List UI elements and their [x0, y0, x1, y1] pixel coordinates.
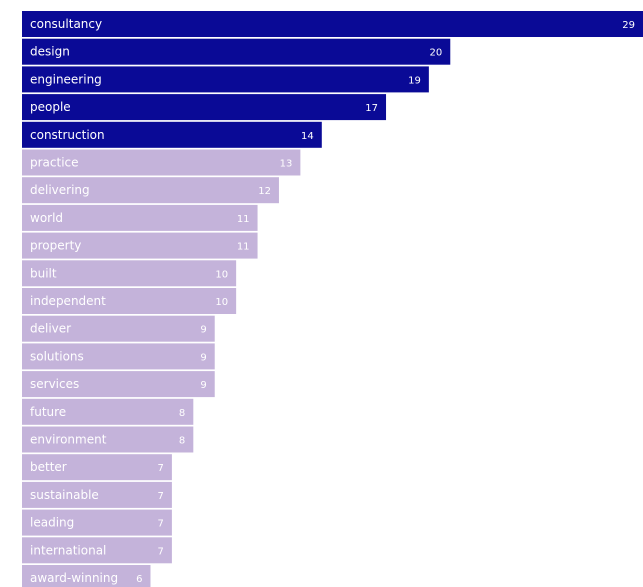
bar-group: sustainable 7 — [22, 481, 172, 508]
bar — [22, 454, 172, 481]
bar-value-label: 14 — [301, 131, 314, 142]
bar-category-label: built — [30, 266, 57, 280]
bar-value-label: 7 — [158, 519, 164, 530]
bar-value-label: 8 — [179, 436, 185, 447]
bar-category-label: world — [30, 211, 63, 225]
bar-value-label: 19 — [408, 75, 421, 86]
bar — [22, 121, 322, 148]
bar — [22, 177, 279, 204]
bar-category-label: consultancy — [30, 17, 102, 31]
bar-group: built 10 — [22, 260, 237, 287]
bar-category-label: delivering — [30, 183, 90, 197]
bar-group: consultancy 29 — [22, 11, 643, 37]
bar-group: services 9 — [22, 371, 215, 398]
bar-group: construction 14 — [22, 121, 322, 148]
bar — [22, 204, 258, 231]
bar — [22, 232, 258, 259]
bar — [22, 288, 237, 314]
bar-group: practice 13 — [22, 149, 301, 176]
bar-group: delivering 12 — [22, 177, 279, 204]
bar-category-label: leading — [30, 516, 74, 530]
bar-value-label: 12 — [258, 186, 271, 197]
bar-category-label: design — [30, 45, 70, 59]
bar — [22, 371, 215, 398]
bar-value-label: 7 — [158, 463, 164, 474]
bar-category-label: practice — [30, 156, 79, 170]
bar-value-label: 10 — [215, 269, 228, 280]
bar-group: award-winning 6 — [22, 565, 151, 587]
bar-group: world 11 — [22, 204, 258, 231]
bar-value-label: 9 — [200, 380, 206, 391]
bar-value-label: 20 — [430, 48, 443, 59]
bar-value-label: 9 — [200, 352, 206, 363]
bar — [22, 11, 643, 37]
bar-value-label: 10 — [215, 297, 228, 308]
bar — [22, 537, 172, 564]
bar-value-label: 13 — [280, 159, 293, 170]
bar-category-label: sustainable — [30, 488, 99, 502]
bar-value-label: 7 — [158, 546, 164, 557]
bar — [22, 315, 215, 342]
bar-group: leading 7 — [22, 509, 172, 536]
bar-category-label: international — [30, 543, 106, 557]
bar-category-label: engineering — [30, 72, 102, 86]
bar-category-label: award-winning — [30, 571, 118, 585]
bar — [22, 94, 387, 121]
bar — [22, 509, 172, 536]
bar-category-label: independent — [30, 294, 106, 308]
bar-value-label: 17 — [365, 103, 378, 114]
bar-group: engineering 19 — [22, 66, 429, 93]
bar-group: independent 10 — [22, 288, 237, 314]
bar-value-label: 6 — [136, 574, 142, 585]
bar-value-label: 7 — [158, 491, 164, 502]
bar-category-label: deliver — [30, 322, 71, 336]
bar-category-label: environment — [30, 433, 107, 447]
bar — [22, 38, 451, 65]
bar-category-label: property — [30, 239, 81, 253]
bar-category-label: people — [30, 100, 71, 114]
bar-group: future 8 — [22, 398, 194, 425]
bar-group: property 11 — [22, 232, 258, 259]
bar — [22, 149, 301, 176]
bar-category-label: services — [30, 377, 79, 391]
bar-value-label: 11 — [237, 242, 250, 253]
bar — [22, 565, 151, 587]
bar — [22, 398, 194, 425]
bar — [22, 66, 429, 93]
bar-group: design 20 — [22, 38, 451, 65]
bar — [22, 426, 194, 453]
bar-value-label: 11 — [237, 214, 250, 225]
bar — [22, 260, 237, 287]
bar — [22, 481, 172, 508]
bar-category-label: future — [30, 405, 66, 419]
bar-group: international 7 — [22, 537, 172, 564]
bar — [22, 343, 215, 370]
bar-value-label: 9 — [200, 325, 206, 336]
bar-value-label: 29 — [622, 20, 635, 31]
bar-group: solutions 9 — [22, 343, 215, 370]
bar-value-label: 8 — [179, 408, 185, 419]
bar-group: deliver 9 — [22, 315, 215, 342]
bar-group: environment 8 — [22, 426, 194, 453]
bar-group: people 17 — [22, 94, 387, 121]
bar-category-label: better — [30, 460, 67, 474]
bar-category-label: solutions — [30, 349, 84, 363]
bar-category-label: construction — [30, 128, 105, 142]
bar-group: better 7 — [22, 454, 172, 481]
